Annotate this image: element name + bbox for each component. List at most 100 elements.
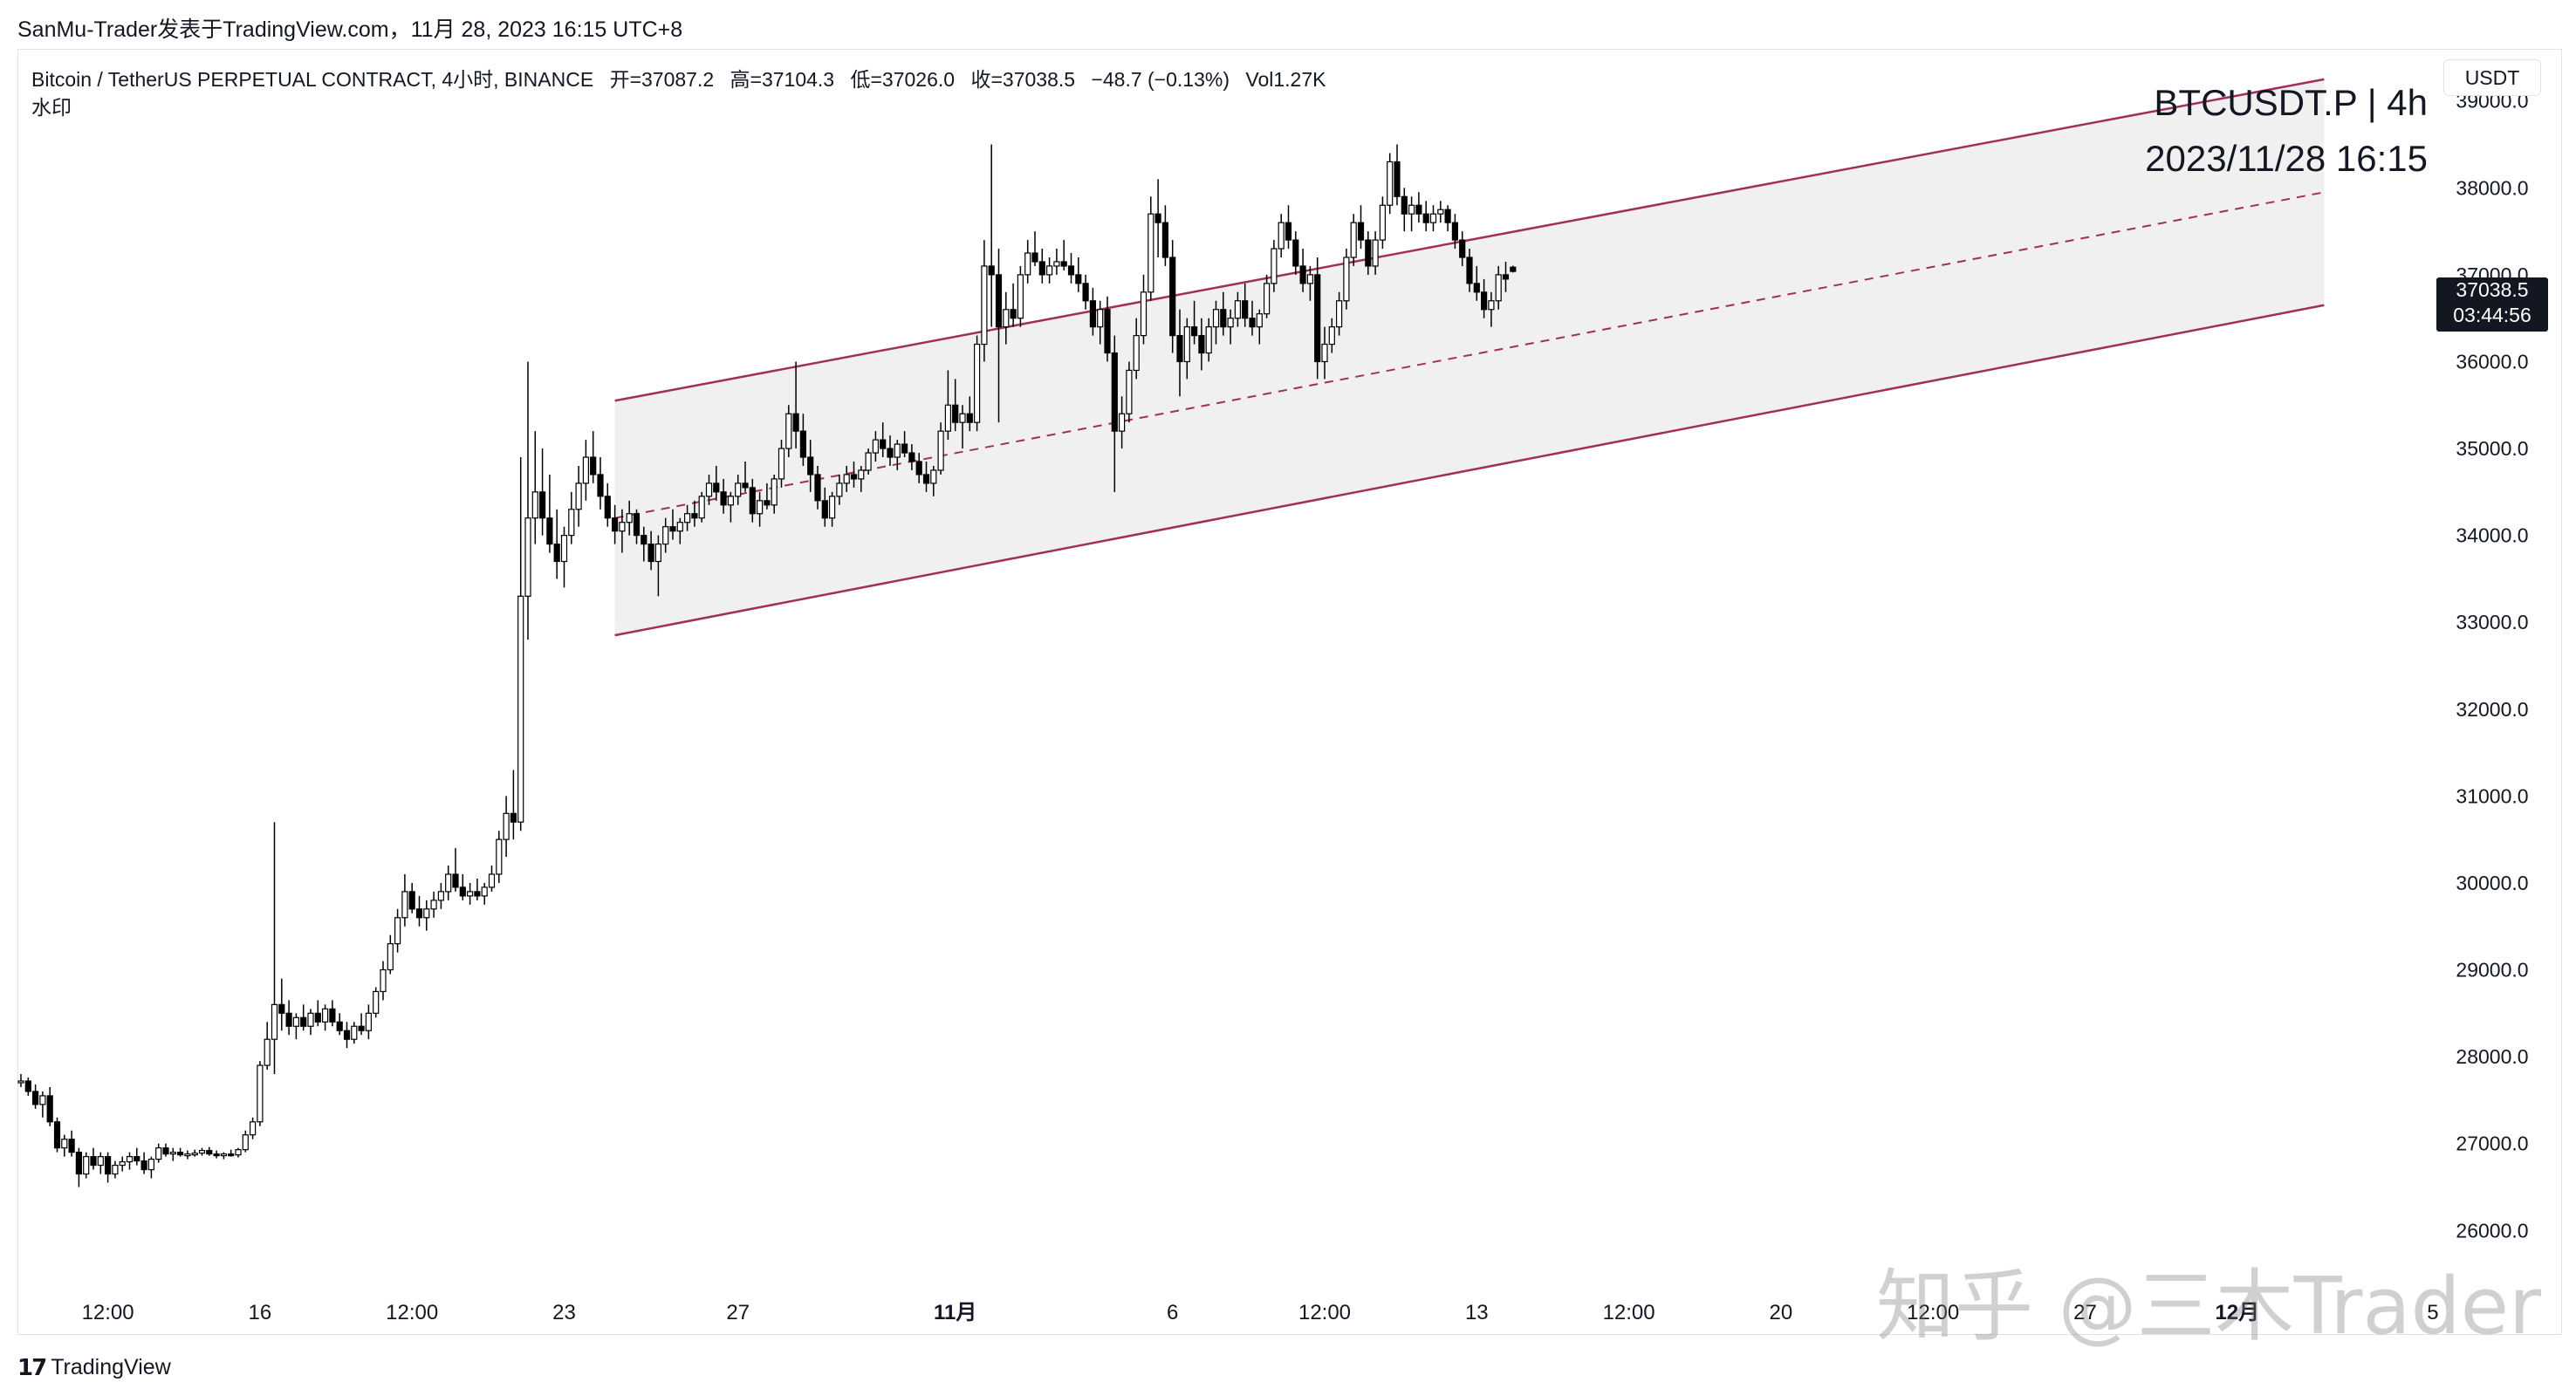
y-tick-label: 30000.0 (2456, 872, 2528, 894)
candle (235, 1147, 242, 1158)
candle-body (1495, 274, 1502, 302)
candle-body (1234, 300, 1242, 319)
candle-body (850, 474, 858, 480)
candle-body (1060, 261, 1067, 267)
candle (1082, 274, 1089, 310)
candle (1104, 296, 1111, 362)
candle (314, 1000, 321, 1027)
candle-body (1089, 300, 1097, 328)
tradingview-logo-icon: 𝟭𝟳 (17, 1354, 47, 1380)
candle (828, 491, 836, 527)
parallel-channel[interactable] (614, 78, 2325, 637)
candle (300, 1004, 307, 1031)
candle (1394, 144, 1401, 206)
candle-body (39, 1095, 46, 1105)
candle (850, 461, 858, 488)
candle (365, 1004, 372, 1040)
candle (53, 1117, 61, 1153)
candle-body (771, 478, 778, 506)
candle-body (1350, 222, 1357, 258)
last-price-tag: 37038.5 03:44:56 (2436, 277, 2548, 332)
chart-legend: Bitcoin / TetherUS PERPETUAL CONTRACT, 4… (31, 63, 1336, 92)
candle-body (90, 1156, 97, 1167)
candle (329, 1000, 336, 1027)
candle (1234, 291, 1242, 327)
candle (1488, 291, 1495, 327)
candle (575, 465, 582, 527)
candle (474, 878, 481, 900)
candle (1387, 153, 1394, 215)
candle (401, 873, 408, 927)
candle (1292, 231, 1299, 275)
candle (1480, 278, 1488, 318)
candle-body (821, 500, 828, 519)
axes-group: 26000.0 27000.0 28000.0 29000.0 30000.0 31000… (82, 90, 2529, 1324)
candle-body (1379, 204, 1387, 241)
candle-body (387, 943, 394, 971)
candle-body (901, 443, 908, 454)
candle (1249, 300, 1256, 336)
candle (162, 1143, 169, 1157)
candle-body (314, 1012, 321, 1023)
candle (466, 882, 474, 905)
candle (524, 361, 531, 640)
candles-group (17, 144, 1517, 1187)
candle (764, 482, 771, 510)
candle-body (53, 1121, 61, 1149)
candle-body (343, 1030, 351, 1040)
candle (191, 1149, 198, 1157)
candle-body (83, 1156, 90, 1175)
tradingview-brand[interactable]: 𝟭𝟳 TradingView (17, 1354, 171, 1381)
candle-body (228, 1153, 235, 1157)
candle-body (481, 886, 488, 897)
candle-body (1321, 343, 1328, 363)
candle (1278, 214, 1285, 257)
candle-body (764, 500, 771, 506)
candle (1205, 318, 1212, 362)
candle-body (496, 838, 503, 875)
candle-body (415, 908, 423, 919)
candle-body (720, 491, 727, 506)
candle-body (799, 430, 807, 458)
candle (1444, 205, 1451, 232)
candle-body (474, 891, 481, 897)
candle-body (104, 1156, 112, 1175)
candle (1060, 240, 1067, 270)
candle-body (1053, 261, 1060, 267)
candle-body (1104, 309, 1111, 354)
candle-body (300, 1016, 307, 1027)
candle (126, 1152, 134, 1170)
candle (242, 1130, 249, 1153)
candle (1256, 309, 1263, 345)
candle-body (430, 900, 437, 910)
candle-body (322, 1008, 329, 1023)
candle (1372, 231, 1379, 275)
candle (727, 491, 735, 523)
candle (1183, 318, 1190, 380)
candle (1126, 361, 1133, 423)
candle (206, 1146, 213, 1156)
candle-body (1154, 213, 1161, 223)
candle-body (698, 496, 705, 519)
legend-volume: Vol1.27K (1245, 68, 1326, 91)
candle (408, 882, 415, 914)
candle-body (988, 265, 995, 276)
candle-body (1343, 257, 1350, 302)
candle-body (836, 482, 843, 497)
candle (1495, 265, 1502, 310)
candle (228, 1149, 235, 1157)
currency-selector[interactable]: USDT (2443, 59, 2541, 96)
chart-frame[interactable] (17, 49, 2562, 1335)
candle (1429, 205, 1437, 232)
candle (749, 478, 756, 523)
candle (785, 405, 792, 458)
candle-body (1444, 209, 1451, 223)
candle (1097, 300, 1104, 345)
candle (510, 770, 517, 840)
candle-body (922, 474, 930, 484)
candle (1003, 291, 1010, 345)
candle-body (452, 873, 459, 888)
candle-body (872, 439, 880, 454)
candle-body (959, 413, 966, 423)
